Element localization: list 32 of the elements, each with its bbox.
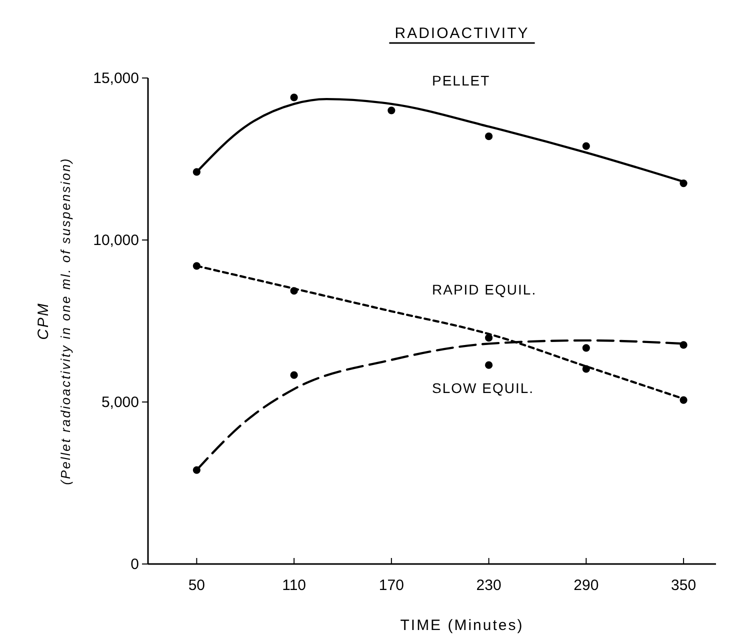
- point: [680, 396, 688, 404]
- point: [290, 371, 298, 379]
- point: [290, 287, 298, 295]
- y-tick-label: 5,000: [101, 394, 139, 411]
- point: [485, 132, 493, 140]
- point: [388, 106, 396, 114]
- x-tick-label: 290: [574, 577, 599, 594]
- y-tick-label: 15,000: [93, 70, 139, 87]
- point: [680, 341, 688, 349]
- x-tick-label: 350: [671, 577, 696, 594]
- point: [192, 262, 200, 270]
- y-tick-label: 0: [130, 556, 139, 573]
- point: [582, 142, 590, 150]
- x-tick-label: 170: [378, 577, 404, 594]
- y-axis-title: CPM (Pellet radioactivity in one ml. of suspension): [35, 157, 73, 485]
- x-tick-label: 50: [188, 577, 206, 594]
- x-tick-label: 110: [282, 577, 306, 594]
- point: [485, 334, 493, 342]
- chart-title: RADIOACTIVITY: [394, 25, 530, 42]
- series-label: PELLET: [432, 72, 490, 88]
- series-label: RAPID EQUIL.: [432, 282, 537, 298]
- point: [192, 466, 200, 474]
- point: [485, 361, 493, 369]
- text: SLOW EQUIL.: [432, 380, 534, 396]
- point: [192, 168, 200, 176]
- point: [582, 344, 590, 352]
- point: [290, 94, 298, 102]
- x-axis-title: TIME (Minutes): [400, 617, 524, 634]
- x-tick-label: 230: [476, 577, 502, 594]
- point: [582, 365, 590, 373]
- y-tick-label: 10,000: [93, 232, 139, 249]
- point: [680, 180, 688, 188]
